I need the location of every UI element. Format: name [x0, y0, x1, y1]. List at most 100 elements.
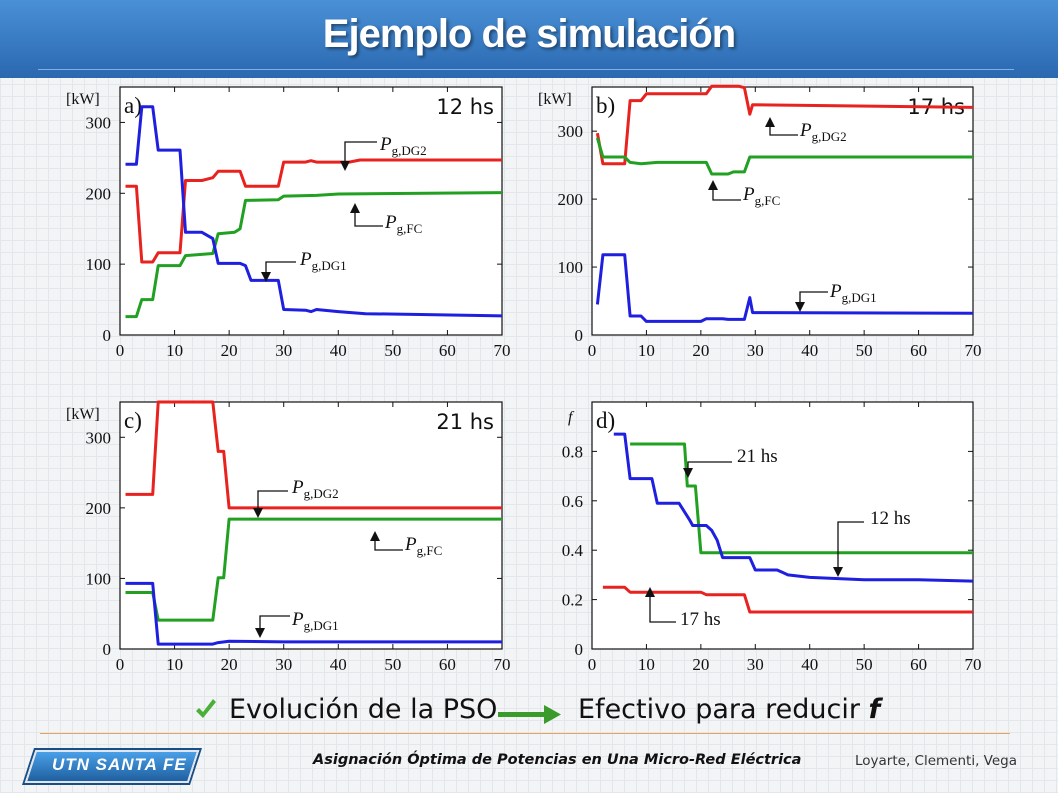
footer-divider	[40, 733, 1010, 734]
x-tick-label: 30	[275, 341, 292, 360]
x-tick-label: 20	[221, 655, 238, 674]
annotation-arrow	[837, 521, 864, 568]
annotation-var: P	[799, 120, 812, 141]
y-tick-label: 300	[86, 428, 112, 447]
annotation-label: Pg,FC	[742, 184, 780, 208]
x-tick-label: 40	[801, 341, 818, 360]
utn-logo: UTN SANTA FE	[20, 745, 200, 783]
hour-label: 21 hs	[436, 410, 494, 434]
x-tick-label: 30	[747, 655, 764, 674]
annotation-subscript: g,FC	[755, 193, 781, 208]
x-tick-label: 40	[330, 655, 347, 674]
y-tick-label: 0.8	[562, 442, 583, 461]
annotation-var: P	[384, 212, 397, 233]
series-line	[125, 400, 502, 510]
x-tick-label: 20	[692, 341, 709, 360]
series-line	[613, 432, 974, 583]
panel-label: c)	[124, 408, 142, 433]
plot-frame	[119, 401, 503, 650]
x-tick-label: 70	[965, 655, 982, 674]
check-icon	[196, 699, 216, 718]
annotation-arrowhead	[350, 203, 360, 213]
annotation-arrowhead	[765, 117, 775, 127]
y-axis-label: [kW]	[66, 91, 100, 108]
panel-label: b)	[596, 93, 615, 118]
annotation-arrow	[257, 490, 288, 509]
x-tick-label: 60	[910, 655, 927, 674]
annotation-label: Pg,DG2	[379, 134, 427, 158]
annotation-subscript: g,DG2	[812, 129, 847, 144]
panel-label: d)	[596, 408, 615, 433]
series-line	[630, 442, 973, 555]
y-axis-label: f	[568, 409, 575, 426]
y-tick-label: 300	[86, 113, 112, 132]
x-tick-label: 50	[856, 655, 873, 674]
y-tick-label: 100	[558, 258, 584, 277]
annotation-var: P	[379, 134, 392, 155]
annotation-arrow	[354, 212, 383, 227]
annotation-subscript: g,DG1	[304, 618, 339, 633]
x-tick-label: 70	[965, 341, 982, 360]
series-line	[125, 191, 503, 319]
series-line	[602, 585, 973, 614]
caption-right-var: f	[868, 694, 881, 725]
annotation-var: P	[742, 184, 755, 205]
x-tick-label: 20	[221, 341, 238, 360]
annotation-subscript: g,DG1	[312, 258, 347, 273]
annotation-subscript: g,DG1	[842, 290, 877, 305]
x-tick-label: 50	[384, 655, 401, 674]
caption-right: Efectivo para reducir f	[578, 694, 880, 725]
y-tick-label: 0	[575, 640, 584, 659]
annotation-label: Pg,DG1	[291, 609, 339, 633]
y-axis-label: [kW]	[538, 91, 572, 108]
annotation-arrow	[799, 291, 828, 303]
annotation-label: Pg,DG1	[299, 249, 347, 273]
annotation-var: P	[299, 249, 312, 270]
annotation-var: P	[291, 477, 304, 498]
annotation-arrow	[265, 261, 296, 273]
hour-label: 12 hs	[436, 95, 494, 119]
footer-title: Asignación Óptima de Potencias en Una Mi…	[313, 752, 802, 768]
x-tick-label: 30	[747, 341, 764, 360]
x-tick-label: 10	[638, 341, 655, 360]
y-axis-label: [kW]	[66, 406, 100, 423]
y-tick-label: 0.4	[562, 541, 584, 560]
series-line	[125, 581, 502, 646]
annotation-label: 17 hs	[680, 609, 721, 630]
annotation-arrowhead	[370, 531, 380, 541]
annotation-arrowhead	[340, 161, 350, 171]
annotation-label: Pg,FC	[384, 212, 422, 236]
x-tick-label: 60	[439, 341, 456, 360]
y-tick-label: 200	[86, 499, 112, 518]
logo-text: UTN SANTA FE	[52, 755, 187, 774]
footer-authors: Loyarte, Clementi, Vega	[855, 753, 1017, 769]
x-tick-label: 20	[692, 655, 709, 674]
annotation-subscript: g,FC	[397, 221, 423, 236]
annotation-arrowhead	[253, 508, 263, 518]
annotation-arrowhead	[255, 628, 265, 638]
annotation-arrowhead	[645, 587, 655, 597]
x-tick-label: 60	[439, 655, 456, 674]
y-tick-label: 100	[86, 569, 112, 588]
annotation-arrowhead	[795, 302, 805, 312]
annotation-arrow	[344, 141, 377, 162]
annotation-arrow	[649, 596, 676, 623]
annotation-arrowhead	[833, 567, 843, 577]
header-bar	[0, 0, 1058, 78]
annotation-arrow	[687, 461, 732, 469]
y-tick-label: 0	[103, 640, 112, 659]
annotation-label: 12 hs	[870, 508, 911, 529]
annotation-label: Pg,DG2	[799, 120, 847, 144]
annotation-arrow	[769, 126, 798, 136]
annotation-arrow	[712, 189, 741, 201]
x-tick-label: 0	[588, 655, 597, 674]
x-tick-label: 50	[856, 341, 873, 360]
caption-right-text: Efectivo para reducir	[578, 694, 860, 725]
annotation-var: P	[404, 534, 417, 555]
series-line	[595, 84, 974, 166]
x-tick-label: 10	[166, 655, 183, 674]
x-tick-label: 10	[166, 341, 183, 360]
annotation-label: Pg,FC	[404, 534, 442, 558]
x-tick-label: 70	[494, 341, 511, 360]
